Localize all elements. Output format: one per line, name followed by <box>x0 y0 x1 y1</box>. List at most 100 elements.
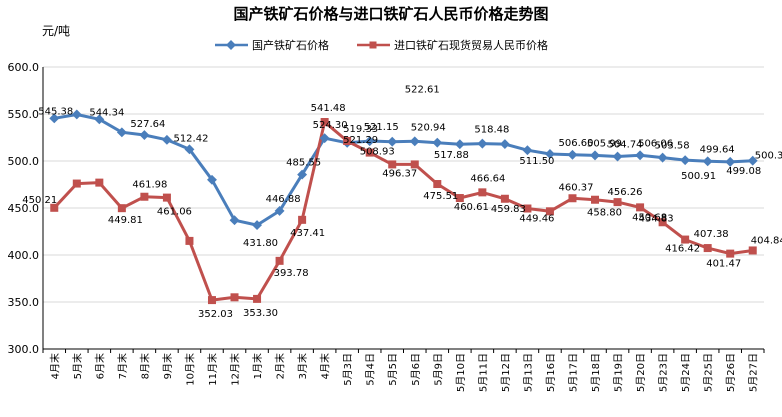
data-label: 499.64 <box>700 144 735 155</box>
data-point <box>365 148 374 157</box>
data-label: 434.83 <box>639 213 674 224</box>
data-point <box>478 188 487 197</box>
data-label: 446.88 <box>266 194 301 205</box>
data-point <box>433 180 442 189</box>
data-label: 508.93 <box>360 147 395 158</box>
data-label: 352.03 <box>198 309 233 320</box>
data-point <box>499 139 510 150</box>
data-point <box>49 113 60 124</box>
x-tick-label: 11月末 <box>206 353 219 386</box>
y-tick-label: 300.0 <box>8 343 40 356</box>
x-tick-label: 5月17日 <box>567 353 579 392</box>
data-point <box>207 174 217 185</box>
x-tick-label: 12月末 <box>229 353 242 386</box>
legend-label-import: 进口铁矿石现货贸易人民币价格 <box>394 38 548 52</box>
data-point <box>161 134 172 145</box>
x-tick-label: 2月末 <box>274 353 287 379</box>
y-tick-label: 500.0 <box>8 155 40 168</box>
series-markers <box>49 109 758 305</box>
data-label: 449.81 <box>108 215 143 226</box>
data-label: 504.74 <box>608 140 643 151</box>
data-label: 393.78 <box>274 268 309 279</box>
x-tick-label: 3月末 <box>296 353 309 379</box>
data-label: 522.61 <box>405 84 440 95</box>
data-point <box>658 218 667 227</box>
x-tick-label: 5月27日 <box>748 353 760 392</box>
data-label: 437.41 <box>290 228 325 239</box>
data-label: 407.38 <box>694 229 729 240</box>
data-point <box>567 149 578 160</box>
data-point <box>50 203 59 212</box>
data-label: 512.42 <box>173 133 208 144</box>
data-point <box>590 150 600 161</box>
data-label: 517.88 <box>434 150 469 161</box>
data-point <box>274 205 285 216</box>
data-point <box>454 139 465 150</box>
x-tick-label: 5月20日 <box>635 353 647 392</box>
legend-marker-domestic <box>226 40 236 50</box>
data-label: 520.94 <box>411 122 446 133</box>
data-point <box>680 155 691 166</box>
data-point <box>207 296 216 305</box>
data-point <box>432 137 443 148</box>
data-label: 541.48 <box>311 103 346 114</box>
data-label: 475.51 <box>423 191 458 202</box>
x-tick-label: 4月末 <box>319 353 332 379</box>
x-tick-label: 5月16日 <box>545 353 557 392</box>
data-label: 505.99 <box>587 138 622 149</box>
data-point <box>343 136 352 145</box>
data-point <box>410 160 419 169</box>
data-point <box>409 136 420 147</box>
data-label: 500.91 <box>681 171 716 182</box>
data-point <box>71 109 82 120</box>
data-label: 544.34 <box>89 107 124 118</box>
data-point <box>72 179 81 188</box>
data-point <box>726 249 735 258</box>
data-label: 511.50 <box>519 156 554 167</box>
y-axis-unit-label: 元/吨 <box>42 24 70 38</box>
data-point <box>388 160 397 169</box>
data-label: 496.37 <box>382 168 417 179</box>
x-tick-label: 1月末 <box>251 353 264 379</box>
legend: 国产铁矿石价格 进口铁矿石现货贸易人民币价格 <box>215 38 548 52</box>
data-point <box>636 203 645 212</box>
data-label: 460.61 <box>454 202 489 213</box>
data-point <box>319 133 330 144</box>
data-label: 461.06 <box>157 207 192 218</box>
data-point <box>591 195 600 204</box>
data-label: 353.30 <box>243 308 278 319</box>
data-point <box>230 293 239 302</box>
x-tick-label: 6月末 <box>93 353 106 379</box>
x-tick-label: 5月末 <box>71 353 84 379</box>
y-tick-label: 600.0 <box>8 61 40 74</box>
x-tick-label: 4月末 <box>48 353 61 379</box>
x-tick-label: 5月25日 <box>703 353 715 392</box>
data-point <box>477 138 488 149</box>
data-label: 519.33 <box>343 124 378 135</box>
data-point <box>702 156 713 167</box>
data-label: 456.26 <box>608 187 643 198</box>
data-point <box>184 144 195 155</box>
data-point <box>140 192 149 201</box>
data-label: 461.98 <box>132 180 167 191</box>
x-tick-label: 5月5日 <box>387 353 399 386</box>
data-label: 500.32 <box>755 151 782 162</box>
data-label: 458.80 <box>587 208 622 219</box>
y-tick-label: 400.0 <box>8 249 40 262</box>
data-point <box>500 194 509 203</box>
data-label: 518.48 <box>474 125 509 136</box>
data-point <box>364 136 375 147</box>
y-tick-label: 550.0 <box>8 108 40 121</box>
data-label: 416.42 <box>665 244 700 255</box>
data-labels: 545.38 544.34 527.64 512.42 431.80 446.88 485.… <box>22 84 782 320</box>
data-point <box>162 193 171 202</box>
axes <box>42 67 765 353</box>
data-label: 450.68 <box>632 212 667 223</box>
data-label: 545.38 <box>38 106 73 117</box>
data-point <box>657 152 668 163</box>
data-point <box>681 235 690 244</box>
x-tick-label: 5月26日 <box>725 353 737 392</box>
data-point <box>275 256 284 265</box>
data-point <box>252 220 262 231</box>
